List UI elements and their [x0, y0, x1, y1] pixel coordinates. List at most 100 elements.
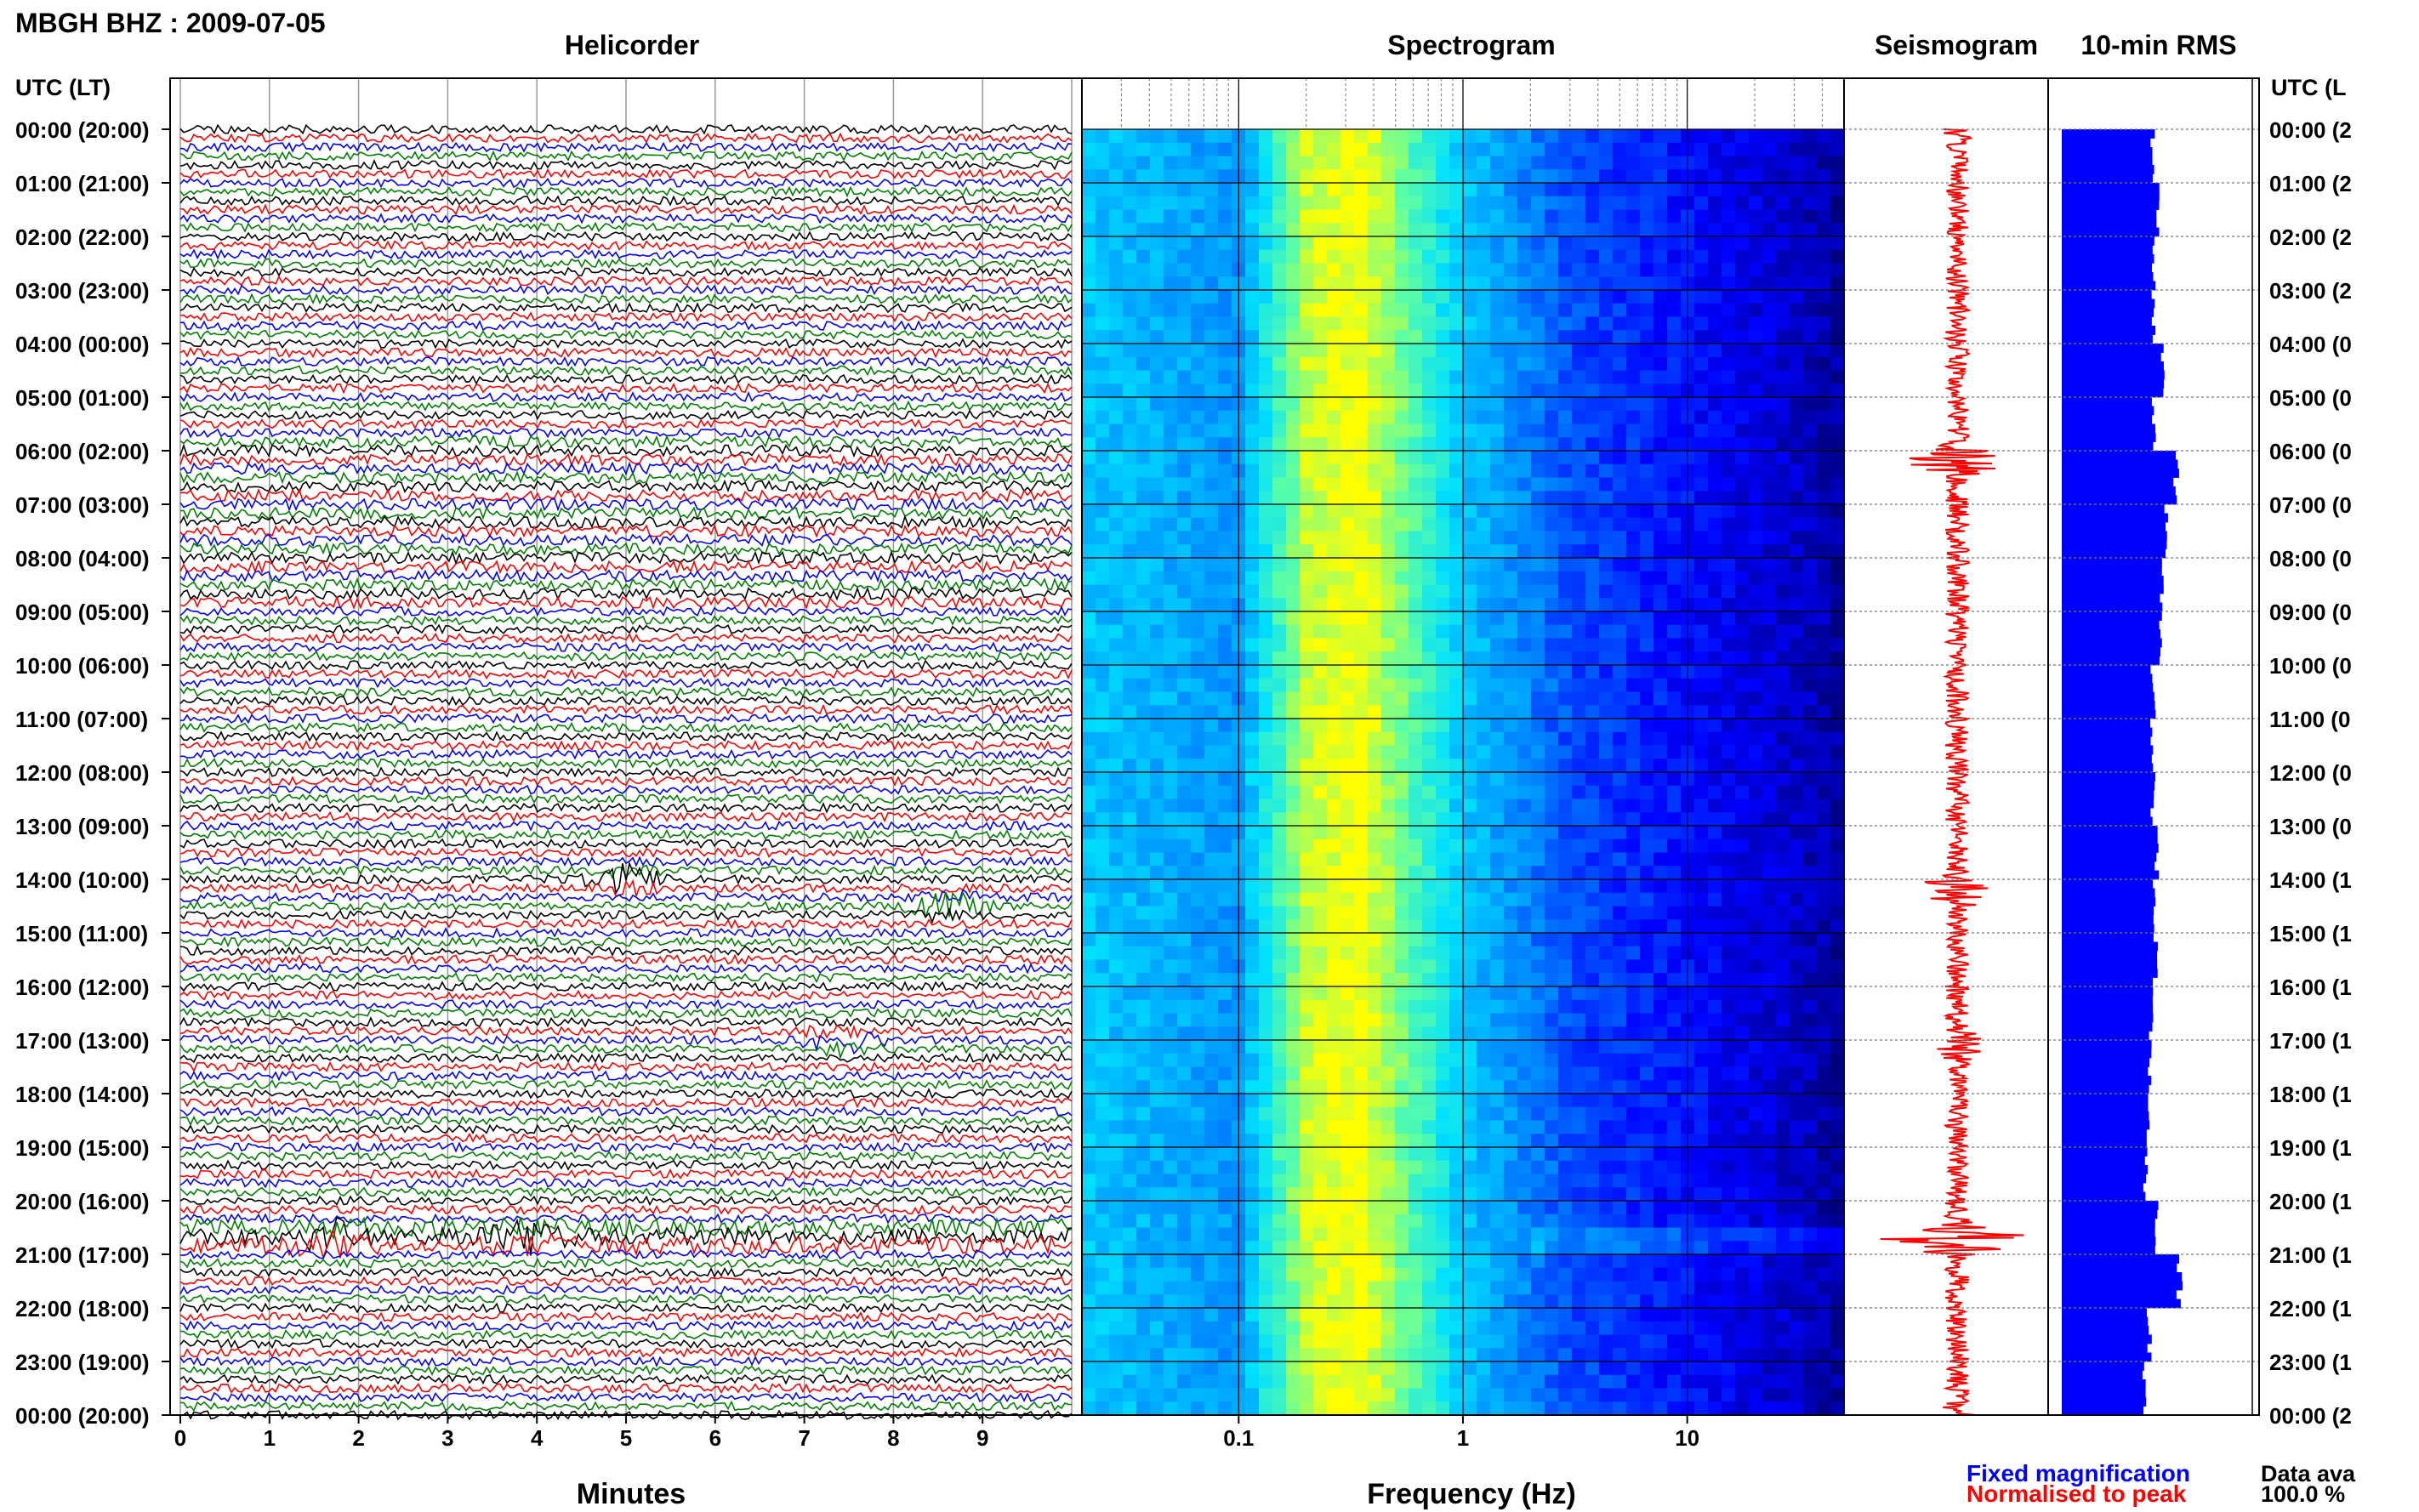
spectrogram-cell	[1136, 531, 1151, 545]
spectrogram-cell	[1340, 1241, 1355, 1255]
helicorder-trace	[179, 1276, 1073, 1287]
spectrogram-cell	[1694, 999, 1709, 1015]
spectrogram-cell	[1109, 290, 1124, 304]
spectrogram-cell	[1395, 651, 1409, 666]
spectrogram-cell	[1177, 1013, 1192, 1027]
helicorder-trace	[179, 177, 1073, 189]
spectrogram-cell	[1340, 558, 1355, 572]
spectrogram-cell	[1177, 772, 1192, 787]
spectrogram-cell	[1436, 544, 1450, 559]
spectrogram-cell	[1300, 759, 1314, 773]
spectrogram-cell	[1191, 1374, 1205, 1390]
spectrogram-cell	[1082, 169, 1096, 184]
spectrogram-cell	[1653, 1361, 1668, 1376]
spectrogram-cell	[1259, 879, 1273, 894]
spectrogram-cell	[1300, 1201, 1314, 1215]
spectrogram-cell	[1272, 544, 1287, 559]
spectrogram-cell	[1681, 1160, 1695, 1175]
spectrogram-cell	[1613, 665, 1627, 679]
spectrogram-cell	[1640, 1147, 1654, 1162]
spectrogram-cell	[1136, 946, 1151, 961]
spectrogram-cell	[1531, 1013, 1545, 1027]
helicorder-trace	[179, 1097, 1073, 1109]
spectrogram-cell	[1177, 397, 1192, 412]
spectrogram-cell	[1395, 1281, 1409, 1295]
spectrogram-cell	[1272, 410, 1287, 425]
spectrogram-cell	[1245, 1013, 1260, 1027]
spectrogram-cell	[1531, 892, 1545, 907]
spectrogram-cell	[1272, 531, 1287, 545]
spectrogram-cell	[1204, 1080, 1219, 1094]
spectrogram-cell	[1558, 196, 1573, 211]
spectrogram-cell	[1490, 812, 1505, 827]
spectrogram-cell	[1136, 196, 1151, 211]
helicorder-trace	[179, 668, 1073, 680]
helicorder-trace	[179, 1400, 1072, 1412]
spectrogram-cell	[1749, 1401, 1763, 1416]
spectrogram-cell	[1667, 437, 1682, 452]
spectrogram-cell	[1626, 1348, 1641, 1362]
helicorder-trace	[179, 1373, 1073, 1385]
spectrogram-cell	[1681, 1013, 1695, 1027]
spectrogram-cell	[1191, 1227, 1205, 1242]
spectrogram-cell	[1409, 665, 1423, 679]
spectrogram-cell	[1545, 169, 1559, 184]
spectrogram-cell	[1259, 1066, 1273, 1081]
spectrogram-cell	[1354, 1026, 1369, 1041]
spectrogram-cell	[1749, 973, 1763, 987]
spectrogram-cell	[1681, 1321, 1695, 1336]
spectrogram-cell	[1694, 1374, 1709, 1390]
spectrogram-cell	[1286, 1214, 1301, 1229]
spectrogram-cell	[1381, 1321, 1396, 1336]
spectrogram-cell	[1300, 183, 1314, 197]
spectrogram-cell	[1245, 759, 1260, 773]
spectrogram-cell	[1722, 1374, 1736, 1390]
spectrogram-cell	[1259, 183, 1273, 197]
spectrogram-cell	[1722, 812, 1736, 827]
spectrogram-cell	[1191, 1120, 1205, 1134]
spectrogram-cell	[1749, 1281, 1763, 1295]
spectrogram-cell	[1409, 410, 1423, 425]
spectrogram-cell	[1368, 678, 1382, 693]
spectrogram-cell	[1286, 290, 1301, 304]
spectrogram-cell	[1572, 731, 1586, 747]
spectrogram-cell	[1667, 799, 1682, 813]
spectrogram-cell	[1449, 1174, 1464, 1188]
spectrogram-cell	[1191, 544, 1205, 559]
spectrogram-cell	[1191, 919, 1205, 934]
spectrogram-cell	[1667, 491, 1682, 505]
spectrogram-cell	[1626, 1040, 1641, 1054]
spectrogram-cell	[1340, 959, 1355, 974]
spectrogram-cell	[1313, 986, 1328, 1001]
spectrogram-cell	[1708, 1147, 1722, 1162]
spectrogram-cell	[1286, 651, 1301, 666]
spectrogram-cell	[1204, 731, 1219, 747]
spectrogram-cell	[1477, 491, 1491, 505]
spectrogram-cell	[1381, 1361, 1396, 1376]
spectrogram-cell	[1082, 477, 1096, 492]
spectrogram-cell	[1096, 437, 1110, 452]
spectrogram-cell	[1259, 973, 1273, 987]
spectrogram-cell	[1368, 1388, 1382, 1402]
spectrogram-cell	[1653, 303, 1668, 318]
spectrogram-cell	[1177, 986, 1192, 1001]
spectrogram-cell	[1436, 665, 1450, 679]
spectrogram-cell	[1694, 1026, 1709, 1041]
spectrogram-cell	[1381, 1374, 1396, 1390]
spectrogram-cell	[1191, 504, 1205, 519]
spectrogram-cell	[1708, 1334, 1722, 1349]
spectrogram-cell	[1136, 759, 1151, 773]
spectrogram-cell	[1259, 491, 1273, 505]
spectrogram-cell	[1558, 799, 1573, 813]
spectrogram-cell	[1585, 1053, 1600, 1068]
spectrogram-cell	[1204, 263, 1219, 277]
spectrogram-cell	[1150, 209, 1164, 224]
spectrogram-cell	[1109, 544, 1124, 559]
spectrogram-cell	[1681, 463, 1695, 479]
spectrogram-cell	[1340, 719, 1355, 733]
spectrogram-cell	[1749, 838, 1763, 854]
spectrogram-cell	[1585, 1174, 1600, 1188]
spectrogram-cell	[1218, 491, 1232, 505]
spectrogram-cell	[1422, 611, 1437, 626]
spectrogram-cell	[1463, 156, 1477, 170]
